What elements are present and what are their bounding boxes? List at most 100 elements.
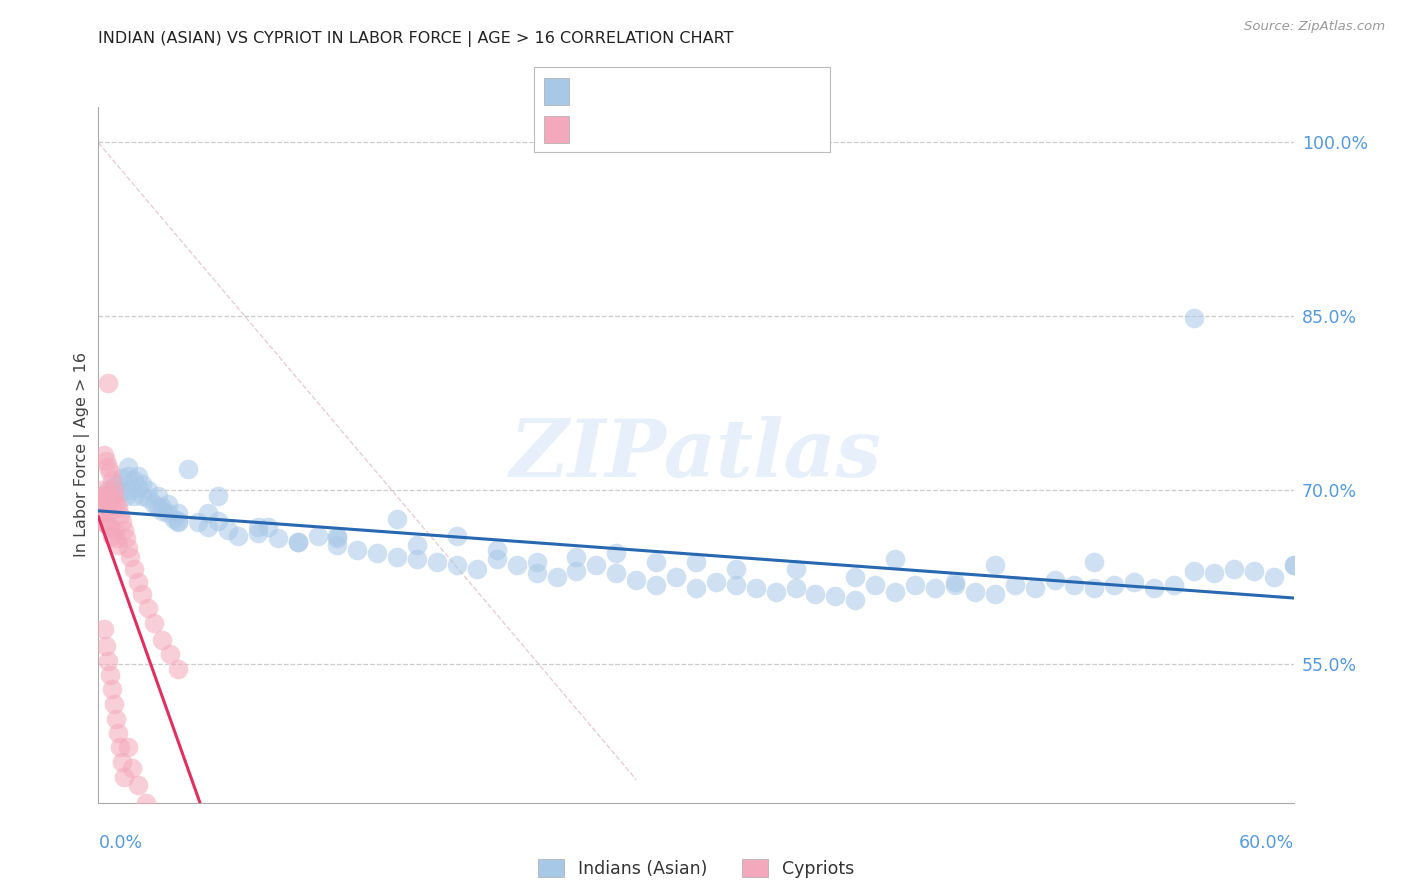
Point <box>246 520 269 534</box>
Point <box>984 558 1007 573</box>
Point <box>626 573 648 587</box>
Point <box>124 489 146 503</box>
Point <box>112 523 135 537</box>
Point <box>103 479 125 493</box>
Point <box>135 796 157 810</box>
Point <box>565 564 588 578</box>
Point <box>824 590 846 604</box>
Point <box>804 587 827 601</box>
Point <box>111 515 134 529</box>
Point <box>124 561 146 575</box>
Point <box>1102 578 1125 592</box>
Point <box>103 698 125 712</box>
Point <box>127 575 149 590</box>
Point <box>127 778 149 793</box>
Point <box>107 726 129 740</box>
Point <box>485 552 508 566</box>
Point <box>150 633 173 648</box>
Point <box>844 569 866 583</box>
Point <box>91 494 114 508</box>
Point <box>197 520 219 534</box>
Point <box>177 462 200 476</box>
Point <box>96 489 118 503</box>
Point <box>307 529 329 543</box>
Point <box>110 740 132 755</box>
Point <box>724 561 747 575</box>
Point <box>93 448 115 462</box>
Text: 60.0%: 60.0% <box>1239 834 1294 852</box>
Point <box>1143 582 1166 596</box>
Point <box>103 489 125 503</box>
Point <box>117 468 139 483</box>
Point <box>465 561 488 575</box>
Point <box>1123 575 1146 590</box>
Text: ZIPatlas: ZIPatlas <box>510 417 882 493</box>
Point <box>136 491 159 505</box>
Point <box>1182 564 1205 578</box>
Point <box>117 740 139 755</box>
Point <box>131 489 153 503</box>
Point <box>765 584 787 599</box>
Point <box>924 582 946 596</box>
Point <box>136 483 159 497</box>
Point <box>287 534 309 549</box>
Point <box>446 558 468 573</box>
Point <box>100 520 122 534</box>
Point <box>101 474 124 488</box>
Point <box>131 587 153 601</box>
Point <box>157 497 180 511</box>
Point <box>96 640 118 654</box>
Point <box>207 514 229 528</box>
Point <box>287 534 309 549</box>
Point <box>97 485 120 500</box>
Point <box>150 503 173 517</box>
Point <box>105 497 128 511</box>
Point <box>546 569 568 583</box>
Point <box>107 538 129 552</box>
Point <box>100 466 122 480</box>
Point <box>984 587 1007 601</box>
Point <box>159 648 181 662</box>
Point <box>385 511 409 525</box>
Point <box>103 483 125 497</box>
Point <box>217 523 239 537</box>
Point <box>385 549 409 564</box>
Point <box>745 582 768 596</box>
Point <box>1083 582 1105 596</box>
Point <box>197 506 219 520</box>
Point <box>406 538 429 552</box>
Text: R = -0.440   N = 112: R = -0.440 N = 112 <box>581 82 769 100</box>
Point <box>863 578 887 592</box>
Point <box>107 476 129 491</box>
Point <box>112 770 135 784</box>
Point <box>131 476 153 491</box>
Point <box>167 515 190 529</box>
Point <box>124 474 146 488</box>
Point <box>1043 573 1066 587</box>
Point <box>665 569 688 583</box>
Point <box>406 552 429 566</box>
Point <box>1004 578 1026 592</box>
Point <box>136 601 159 615</box>
Text: INDIAN (ASIAN) VS CYPRIOT IN LABOR FORCE | AGE > 16 CORRELATION CHART: INDIAN (ASIAN) VS CYPRIOT IN LABOR FORCE… <box>98 31 734 47</box>
Point <box>143 616 166 631</box>
Point <box>105 532 128 546</box>
Point <box>97 483 120 497</box>
Point <box>93 497 115 511</box>
Point <box>326 529 349 543</box>
Point <box>605 566 627 581</box>
Point <box>93 622 115 636</box>
Point <box>121 761 143 775</box>
Point <box>426 555 449 569</box>
Point <box>117 541 139 555</box>
Point <box>785 582 807 596</box>
Point <box>101 529 124 543</box>
Point <box>685 555 707 569</box>
Point <box>120 483 142 497</box>
Point <box>91 483 114 497</box>
Point <box>685 582 707 596</box>
Y-axis label: In Labor Force | Age > 16: In Labor Force | Age > 16 <box>75 352 90 558</box>
Point <box>115 532 138 546</box>
Point <box>326 538 349 552</box>
Point <box>97 654 120 668</box>
